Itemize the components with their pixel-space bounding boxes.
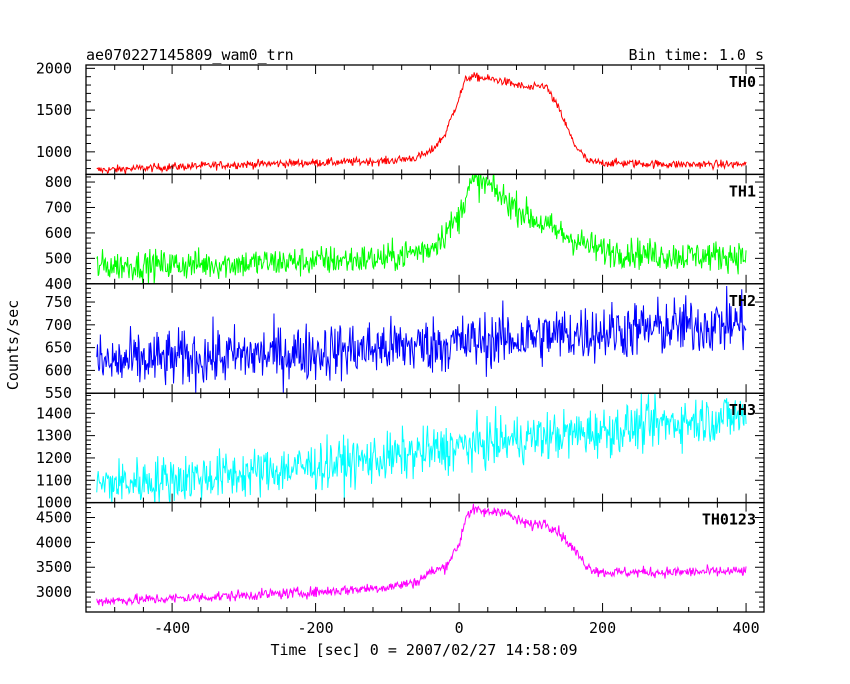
x-tick-label: -400	[154, 619, 190, 637]
series-line-th3	[96, 393, 747, 503]
series-label-th0123: TH0123	[702, 511, 756, 529]
series-label-th2: TH2	[729, 292, 756, 310]
x-axis-label: Time [sec] 0 = 2007/02/27 14:58:09	[270, 641, 577, 659]
series-line-th1	[96, 174, 747, 284]
y-tick-label: 4500	[36, 509, 72, 527]
panel-th3: 1000 1100 1200 1300 1400 TH3	[36, 392, 765, 512]
series-line-th2	[96, 285, 747, 394]
x-tick-label: -200	[298, 619, 334, 637]
y-tick-label: 400	[45, 275, 72, 293]
y-tick-label: 650	[45, 339, 72, 357]
y-tick-label: 750	[45, 293, 72, 311]
y-tick-label: 3500	[36, 558, 72, 576]
y-tick-label: 800	[45, 173, 72, 191]
series-line-th0123	[96, 503, 747, 607]
panel-th0: 1000 1500 2000 TH0	[36, 59, 765, 176]
series-label-th1: TH1	[729, 182, 756, 200]
y-tick-label: 500	[45, 249, 72, 267]
series-label-th0: TH0	[729, 73, 756, 91]
y-tick-label: 1000	[36, 143, 72, 161]
panel-frame	[85, 501, 765, 613]
x-tick-label: 400	[733, 619, 760, 637]
y-tick-label: 2000	[36, 59, 72, 77]
y-tick-label: 4000	[36, 533, 72, 551]
chart-title: ae070227145809_wam0_trn	[86, 46, 294, 64]
bin-time-label: Bin time: 1.0 s	[629, 46, 764, 64]
y-tick-label: 1400	[36, 404, 72, 422]
y-tick-label: 1000	[36, 494, 72, 512]
y-tick-label: 1500	[36, 101, 72, 119]
y-tick-label: 600	[45, 224, 72, 242]
y-tick-label: 1100	[36, 471, 72, 489]
series-label-th3: TH3	[729, 401, 756, 419]
y-tick-label: 700	[45, 198, 72, 216]
x-tick-label: 200	[589, 619, 616, 637]
y-tick-label: 700	[45, 316, 72, 334]
panel-th2: 550 600 650 700 750 TH2	[45, 283, 765, 402]
panel-frame	[85, 64, 765, 176]
x-tick-label: 0	[455, 619, 464, 637]
panel-th1: 400 500 600 700 800 TH1	[45, 173, 765, 293]
panels-layer: 100015002000TH0400500600700800TH15506006…	[36, 59, 765, 637]
y-tick-label: 3000	[36, 583, 72, 601]
panel-frame	[85, 392, 765, 504]
y-tick-label: 1200	[36, 449, 72, 467]
panel-th0123: 3000 3500 4000 4500 TH0123	[36, 501, 765, 613]
y-axis-label: Counts/sec	[4, 300, 22, 390]
series-line-th0	[96, 72, 747, 175]
y-tick-label: 600	[45, 361, 72, 379]
y-tick-label: 550	[45, 384, 72, 402]
y-tick-label: 1300	[36, 427, 72, 445]
